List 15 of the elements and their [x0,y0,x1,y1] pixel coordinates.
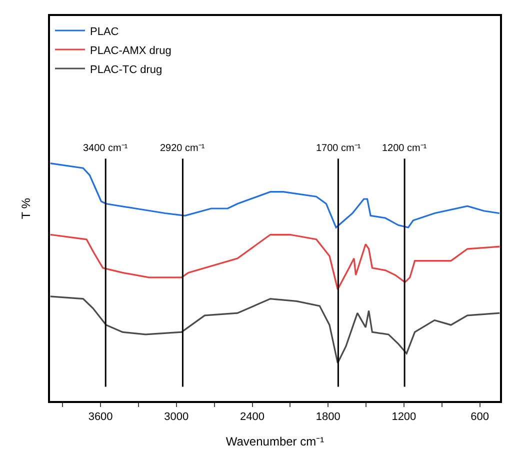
x-axis-title: Wavenumber cm⁻¹ [226,434,324,448]
ref-line-label: 1200 cm⁻¹ [382,143,428,154]
ref-line-label: 1700 cm⁻¹ [316,143,362,154]
x-tick-label: 600 [470,410,489,423]
ref-line-label: 3400 cm⁻¹ [83,143,128,154]
legend-label: PLAC-TC drug [90,64,162,76]
y-axis-title: T % [19,198,34,220]
x-tick-label: 1200 [392,410,416,423]
legend-label: PLAC [90,26,119,38]
x-tick-label: 2400 [240,410,264,423]
x-tick-label: 1800 [316,410,340,423]
x-tick-label: 3600 [88,410,113,423]
x-tick-label: 3000 [164,410,189,423]
legend-label: PLAC-AMX drug [90,44,172,57]
ref-line-label: 2920 cm⁻¹ [160,143,206,154]
